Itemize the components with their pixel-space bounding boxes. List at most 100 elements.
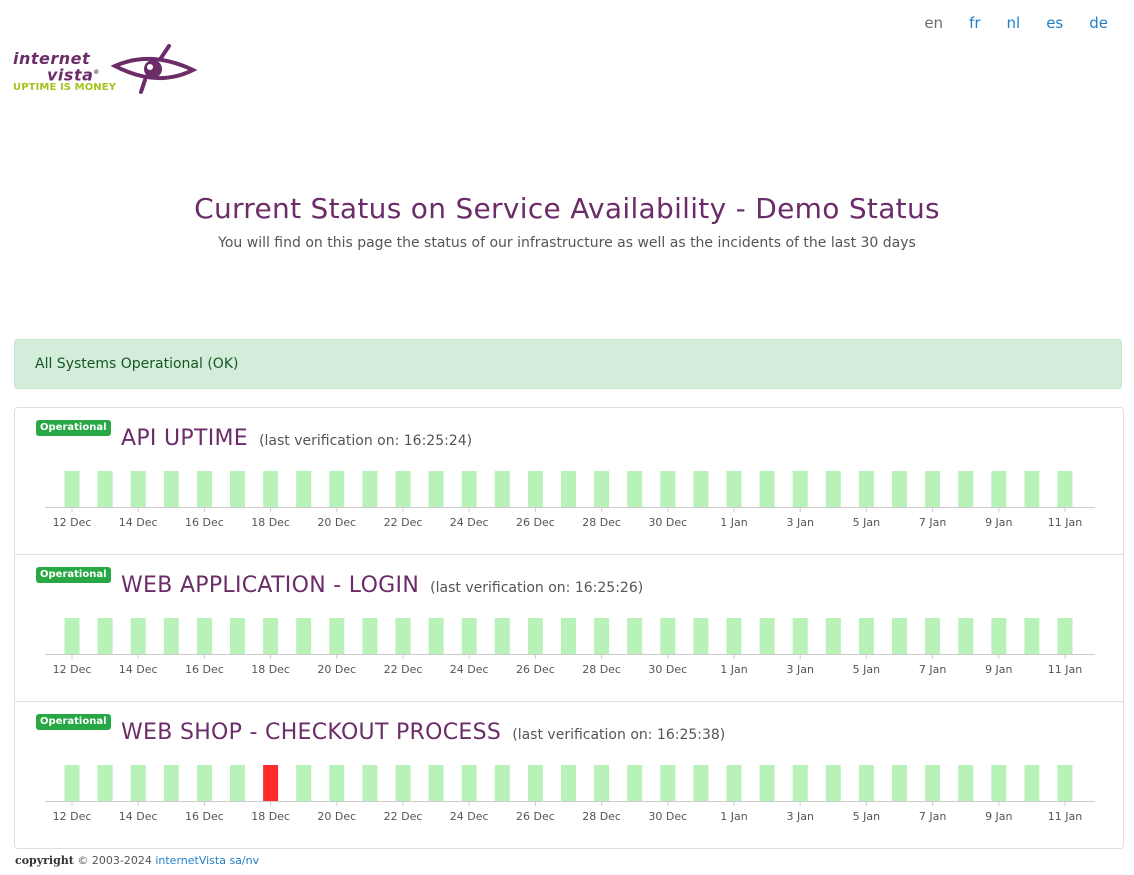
day-bar[interactable]: [130, 765, 146, 801]
day-bar[interactable]: [461, 765, 477, 801]
day-bar[interactable]: [494, 765, 510, 801]
day-bar[interactable]: [230, 765, 245, 801]
day-bar[interactable]: [1057, 765, 1073, 801]
day-bar[interactable]: [660, 618, 676, 654]
day-bar[interactable]: [925, 765, 941, 801]
day-bar[interactable]: [163, 618, 179, 654]
day-bar[interactable]: [428, 618, 444, 654]
internetvista-logo[interactable]: internet vista® UPTIME IS MONEY: [13, 42, 198, 98]
day-bar[interactable]: [362, 765, 378, 801]
day-bar[interactable]: [726, 471, 742, 507]
day-bar[interactable]: [991, 618, 1007, 654]
day-bar[interactable]: [892, 618, 907, 654]
day-bar[interactable]: [991, 471, 1007, 507]
day-bar[interactable]: [230, 618, 245, 654]
day-bar[interactable]: [892, 471, 907, 507]
day-bar[interactable]: [726, 765, 742, 801]
day-bar[interactable]: [858, 765, 874, 801]
day-bar[interactable]: [230, 471, 245, 507]
day-bar[interactable]: [561, 471, 576, 507]
day-bar[interactable]: [1024, 765, 1040, 801]
day-bar[interactable]: [130, 471, 146, 507]
day-bar[interactable]: [759, 765, 775, 801]
day-bar[interactable]: [97, 471, 113, 507]
day-bar[interactable]: [296, 471, 312, 507]
day-bar[interactable]: [792, 765, 808, 801]
day-bar[interactable]: [395, 765, 411, 801]
day-bar[interactable]: [958, 765, 974, 801]
day-bar[interactable]: [428, 471, 444, 507]
day-bar[interactable]: [693, 765, 709, 801]
day-bar[interactable]: [660, 471, 676, 507]
day-bar[interactable]: [461, 471, 477, 507]
day-bar[interactable]: [163, 471, 179, 507]
day-bar[interactable]: [263, 618, 279, 654]
day-bar[interactable]: [627, 471, 643, 507]
day-bar[interactable]: [858, 618, 874, 654]
company-link[interactable]: internetVista sa/nv: [155, 854, 260, 867]
day-bar[interactable]: [97, 765, 113, 801]
day-bar[interactable]: [726, 618, 742, 654]
day-bar[interactable]: [759, 471, 775, 507]
day-bar[interactable]: [97, 618, 113, 654]
day-bar[interactable]: [958, 471, 974, 507]
day-bar[interactable]: [991, 765, 1007, 801]
day-bar[interactable]: [693, 618, 709, 654]
day-bar[interactable]: [494, 471, 510, 507]
day-bar[interactable]: [527, 618, 543, 654]
day-bar[interactable]: [925, 618, 941, 654]
day-bar[interactable]: [925, 471, 941, 507]
day-bar[interactable]: [858, 471, 874, 507]
day-bar[interactable]: [296, 765, 312, 801]
day-bar[interactable]: [892, 765, 907, 801]
lang-es[interactable]: es: [1046, 14, 1064, 32]
day-bar[interactable]: [561, 765, 576, 801]
day-bar[interactable]: [627, 765, 643, 801]
day-bar[interactable]: [792, 618, 808, 654]
day-bar[interactable]: [825, 618, 841, 654]
day-bar[interactable]: [527, 765, 543, 801]
day-bar[interactable]: [362, 471, 378, 507]
day-bar[interactable]: [196, 618, 212, 654]
day-bar[interactable]: [958, 618, 974, 654]
day-bar[interactable]: [759, 618, 775, 654]
day-bar[interactable]: [627, 618, 643, 654]
day-bar[interactable]: [561, 618, 576, 654]
day-bar[interactable]: [362, 618, 378, 654]
lang-fr[interactable]: fr: [969, 14, 981, 32]
lang-de[interactable]: de: [1089, 14, 1108, 32]
day-bar[interactable]: [196, 471, 212, 507]
day-bar[interactable]: [329, 471, 345, 507]
lang-en[interactable]: en: [924, 14, 944, 32]
day-bar[interactable]: [1057, 471, 1073, 507]
day-bar[interactable]: [825, 471, 841, 507]
day-bar[interactable]: [693, 471, 709, 507]
day-bar[interactable]: [594, 471, 610, 507]
day-bar[interactable]: [329, 765, 345, 801]
day-bar[interactable]: [1024, 618, 1040, 654]
day-bar[interactable]: [329, 618, 345, 654]
day-bar[interactable]: [792, 471, 808, 507]
day-bar[interactable]: [296, 618, 312, 654]
day-bar[interactable]: [494, 618, 510, 654]
day-bar[interactable]: [660, 765, 676, 801]
day-bar[interactable]: [64, 765, 80, 801]
day-bar[interactable]: [594, 618, 610, 654]
lang-nl[interactable]: nl: [1006, 14, 1021, 32]
day-bar[interactable]: [527, 471, 543, 507]
day-bar[interactable]: [64, 618, 80, 654]
day-bar[interactable]: [395, 618, 411, 654]
day-bar[interactable]: [395, 471, 411, 507]
day-bar[interactable]: [825, 765, 841, 801]
day-bar[interactable]: [263, 765, 279, 801]
day-bar[interactable]: [130, 618, 146, 654]
day-bar[interactable]: [163, 765, 179, 801]
day-bar[interactable]: [461, 618, 477, 654]
day-bar[interactable]: [594, 765, 610, 801]
day-bar[interactable]: [1057, 618, 1073, 654]
day-bar[interactable]: [263, 471, 279, 507]
day-bar[interactable]: [1024, 471, 1040, 507]
day-bar[interactable]: [196, 765, 212, 801]
day-bar[interactable]: [64, 471, 80, 507]
day-bar[interactable]: [428, 765, 444, 801]
